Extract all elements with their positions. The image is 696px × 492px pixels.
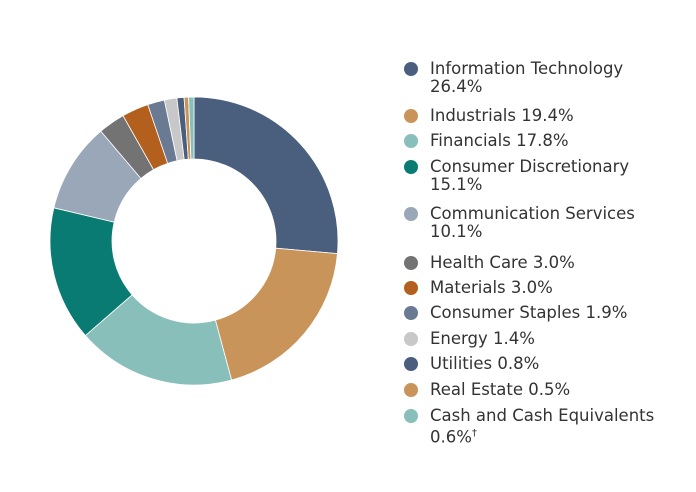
- legend-item: Industrials 19.4%: [404, 107, 574, 125]
- legend-marker-icon: [404, 256, 418, 270]
- legend-marker-icon: [404, 383, 418, 397]
- legend-label-line: Health Care 3.0%: [430, 253, 575, 272]
- slice-cash-and-cash-equivalents: [188, 96, 195, 160]
- legend-marker-icon: [404, 62, 418, 76]
- legend-item: Health Care 3.0%: [404, 254, 575, 272]
- legend-label-line: Industrials 19.4%: [430, 106, 574, 125]
- legend-label: Communication Services 10.1%: [430, 205, 635, 241]
- legend-label-line: Materials 3.0%: [430, 278, 553, 297]
- footnote-marker: †: [471, 428, 477, 439]
- legend-marker-icon: [404, 306, 418, 320]
- legend-value: 0.6%†: [430, 427, 477, 447]
- legend-label: Consumer Staples 1.9%: [430, 304, 627, 322]
- legend-marker-icon: [404, 357, 418, 371]
- legend-label-line: Utilities 0.8%: [430, 354, 540, 373]
- legend-label: Materials 3.0%: [430, 279, 553, 297]
- legend-item: Energy 1.4%: [404, 330, 535, 348]
- legend-marker-icon: [404, 332, 418, 346]
- legend-item: Information Technology 26.4%: [404, 60, 623, 96]
- legend-label-line: Consumer Discretionary: [430, 157, 630, 176]
- legend-label-line: Information Technology: [430, 59, 624, 78]
- legend-label: Consumer Discretionary 15.1%: [430, 158, 629, 194]
- legend-item: Real Estate 0.5%: [404, 381, 570, 399]
- legend-label: Industrials 19.4%: [430, 107, 574, 125]
- legend-label: Information Technology 26.4%: [430, 60, 623, 96]
- legend-label-line: Financials 17.8%: [430, 131, 569, 150]
- legend-label-line: Consumer Staples 1.9%: [430, 303, 628, 322]
- legend-item: Consumer Staples 1.9%: [404, 304, 627, 322]
- legend-marker-icon: [404, 109, 418, 123]
- legend-item: Utilities 0.8%: [404, 355, 539, 373]
- legend-item: Materials 3.0%: [404, 279, 553, 297]
- legend-label-line: Real Estate 0.5%: [430, 380, 571, 399]
- legend-label: Utilities 0.8%: [430, 355, 539, 373]
- legend-item: Financials 17.8%: [404, 132, 569, 150]
- legend-value: 15.1%: [430, 175, 483, 194]
- legend-label: Real Estate 0.5%: [430, 381, 570, 399]
- legend-label: Health Care 3.0%: [430, 254, 575, 272]
- legend-item: Consumer Discretionary 15.1%: [404, 158, 629, 194]
- legend-label-line: Communication Services: [430, 204, 635, 223]
- slice-information-technology: [193, 96, 339, 255]
- legend-value: 10.1%: [430, 222, 483, 241]
- legend-marker-icon: [404, 207, 418, 221]
- legend-label: Financials 17.8%: [430, 132, 569, 150]
- legend-label-line: Cash and Cash Equivalents: [430, 406, 655, 425]
- legend-marker-icon: [404, 281, 418, 295]
- legend-label: Energy 1.4%: [430, 330, 535, 348]
- legend-item: Cash and Cash Equivalents 0.6%†: [404, 407, 654, 447]
- legend-item: Communication Services 10.1%: [404, 205, 635, 241]
- legend-label: Cash and Cash Equivalents 0.6%†: [430, 407, 654, 447]
- legend-label-line: Energy 1.4%: [430, 329, 535, 348]
- legend-marker-icon: [404, 134, 418, 148]
- slice-industrials: [214, 247, 338, 381]
- legend-marker-icon: [404, 409, 418, 423]
- legend-value: 26.4%: [430, 77, 483, 96]
- legend-marker-icon: [404, 160, 418, 174]
